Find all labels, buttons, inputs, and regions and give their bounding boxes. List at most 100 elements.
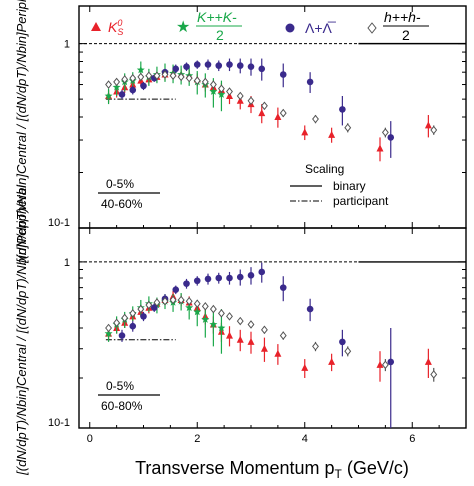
point-hh2-p1 [113, 318, 121, 328]
x-tick-label-0: 0 [87, 433, 93, 445]
bottom-centrality-denominator: 60-80% [101, 399, 143, 413]
y-tick-label-1-p1: 1 [64, 257, 70, 269]
point-lambdaantilambda-p0 [140, 82, 147, 90]
point-lambdaantilambda-p0 [215, 62, 223, 69]
point-k0s-p1 [247, 337, 255, 345]
point-hh2-p1 [209, 304, 217, 314]
point-k0s-p0 [274, 113, 282, 120]
point-hh2-p0 [236, 91, 244, 101]
point-lambdaantilambda-p0 [193, 61, 201, 68]
point-lambdaantilambda-p0 [183, 63, 190, 70]
point-hh2-p1 [129, 309, 137, 318]
point-hh2-p0 [209, 80, 217, 89]
point-kk2-p0 [104, 91, 113, 100]
point-hh2-p0 [169, 71, 177, 80]
bottom-centrality: 0-5% 60-80% [98, 379, 160, 413]
point-hh2-p1 [137, 304, 145, 314]
point-hh2-p0 [247, 96, 255, 106]
point-hh2-p1 [145, 300, 153, 310]
point-lambdaantilambda-p0 [258, 65, 266, 73]
point-k0s-p0 [424, 121, 432, 129]
point-hh2-p1 [193, 299, 201, 309]
point-lambdaantilambda-p1 [279, 284, 287, 291]
y-tick-label-0.1-p0: 10-1 [48, 217, 70, 229]
point-kk2-p0 [136, 65, 145, 74]
y-tick-label-0.1-p1: 10-1 [48, 417, 70, 429]
point-lambdaantilambda-p1 [226, 274, 233, 282]
point-hh2-p0 [193, 76, 201, 85]
point-lambdaantilambda-p0 [339, 106, 346, 113]
point-lambdaantilambda-p1 [306, 305, 314, 313]
point-lambdaantilambda-p1 [247, 272, 255, 279]
top-centrality: 0-5% 40-60% [98, 177, 160, 211]
legend-lambda-label: Λ+Λ̅ [305, 20, 337, 36]
point-hh2-p1 [430, 370, 438, 379]
point-lambdaantilambda-p1 [339, 338, 346, 346]
point-hh2-p0 [430, 125, 438, 135]
x-tick-label-2: 2 [194, 433, 200, 445]
point-lambdaantilambda-p0 [226, 61, 233, 68]
point-lambdaantilambda-p1 [215, 274, 223, 282]
legend-kpm-marker: ★ [176, 17, 190, 36]
top-ylabel: [(dN/dpT)/Nbin]Central / [(dN/dpT)/Nbin]… [14, 0, 29, 264]
bottom-centrality-numerator: 0-5% [106, 379, 134, 393]
point-k0s-p0 [328, 130, 336, 138]
legend-kpm-denominator: 2 [216, 27, 224, 43]
point-lambdaantilambda-p1 [258, 268, 266, 276]
point-hh2-p1 [312, 342, 319, 351]
point-hh2-p0 [279, 108, 287, 118]
scaling-title: Scaling [305, 162, 344, 176]
point-hh2-p1 [236, 316, 244, 326]
x-axis-label: Transverse Momentum pT (GeV/c) [135, 458, 409, 481]
point-lambdaantilambda-p0 [204, 61, 212, 68]
legend-hpm-label: h++h- [384, 9, 421, 25]
point-k0s-p0 [301, 128, 309, 136]
point-lambdaantilambda-p1 [118, 332, 126, 339]
point-k0s-p1 [301, 363, 309, 371]
point-lambdaantilambda-p1 [129, 322, 137, 330]
legend: KS0 ★ K++K- 2 Λ+Λ̅ h++h- 2 [91, 9, 429, 43]
point-hh2-p1 [153, 298, 161, 307]
point-k0s-p1 [328, 357, 336, 365]
point-hh2-p1 [121, 313, 129, 323]
point-hh2-p1 [381, 360, 389, 370]
point-kk2-p1 [217, 323, 226, 332]
point-kk2-p1 [201, 315, 210, 323]
point-hh2-p0 [201, 77, 209, 87]
point-hh2-p0 [185, 73, 193, 83]
legend-kpm-label: K++K- [197, 9, 237, 25]
scaling-participant-label: participant [333, 194, 389, 208]
point-k0s-p0 [258, 109, 266, 117]
point-hh2-p1 [201, 302, 209, 311]
point-hh2-p1 [260, 325, 268, 335]
point-hh2-p1 [177, 295, 185, 305]
scaling-legend: Scaling binary participant [290, 162, 389, 208]
point-hh2-p1 [279, 331, 287, 340]
point-hh2-p0 [121, 75, 129, 84]
point-k0s-p0 [376, 144, 384, 152]
bottom-panel-frame [78, 227, 467, 429]
point-hh2-p0 [145, 71, 153, 80]
point-lambdaantilambda-p0 [306, 78, 314, 86]
point-kk2-p0 [217, 90, 226, 98]
top-ylabel-group: [(dN/dpT)/Nbin]Central / [(dN/dpT)/Nbin]… [14, 0, 29, 264]
point-kk2-p1 [104, 329, 113, 337]
point-hh2-p0 [113, 77, 121, 87]
point-lambdaantilambda-p1 [183, 280, 190, 287]
point-hh2-p1 [105, 323, 113, 333]
point-hh2-p1 [217, 309, 225, 318]
top-centrality-numerator: 0-5% [106, 177, 134, 191]
point-lambdaantilambda-p0 [236, 62, 244, 69]
point-hh2-p0 [177, 72, 185, 82]
point-k0s-p1 [274, 349, 282, 357]
point-hh2-p1 [185, 296, 193, 306]
point-hh2-p0 [129, 73, 137, 83]
point-lambdaantilambda-p0 [172, 65, 180, 73]
point-hh2-p0 [105, 80, 113, 89]
point-lambdaantilambda-p0 [279, 71, 287, 78]
point-hh2-p1 [161, 296, 169, 306]
point-hh2-p1 [169, 295, 177, 305]
point-hh2-p1 [226, 312, 233, 321]
y-tick-label-1-p0: 1 [64, 39, 70, 51]
